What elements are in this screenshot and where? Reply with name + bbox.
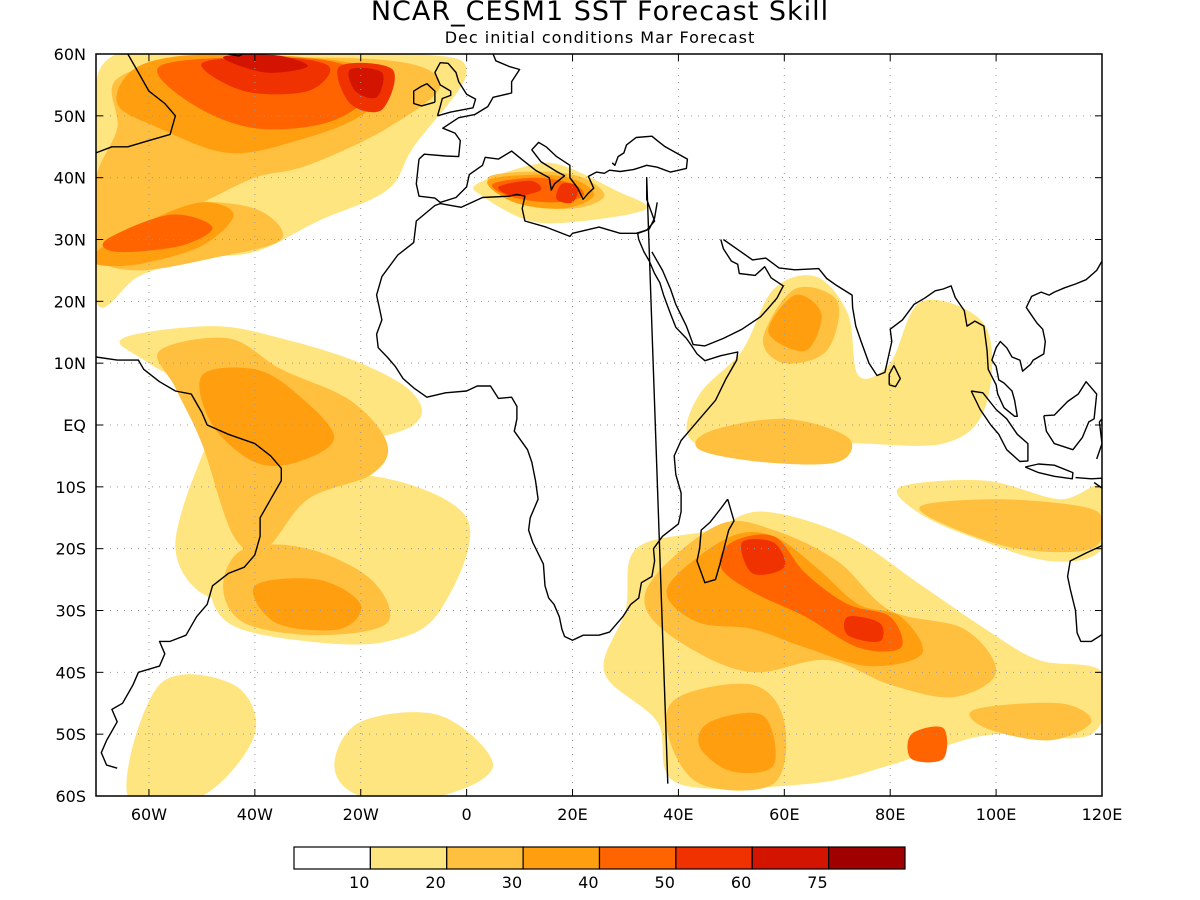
lat-tick-label: 10N <box>54 354 86 373</box>
sri-lanka-coast <box>888 364 901 388</box>
skill-region-level-3 <box>768 294 822 352</box>
sulawesi-coast <box>1096 418 1102 460</box>
lon-tick-label: 20E <box>557 805 587 824</box>
lat-tick-label: 50S <box>55 725 86 744</box>
colorbar-label: 30 <box>502 873 522 892</box>
colorbar-label: 75 <box>807 873 827 892</box>
ireland-coast <box>413 83 436 107</box>
australia-coast <box>1066 544 1102 643</box>
lat-tick-label: 10S <box>55 478 86 497</box>
lat-tick-label: 20S <box>55 540 86 559</box>
skill-region-level-5 <box>741 539 786 575</box>
longitude-axis: 60W 40W 20W 0 20E 40E 60E 80E 100E 120E <box>131 54 1122 824</box>
lon-tick-label: 100E <box>976 805 1017 824</box>
lon-tick-label: 40E <box>663 805 693 824</box>
colorbar-label: 20 <box>425 873 445 892</box>
skill-region-level-3 <box>698 712 776 774</box>
skill-region-level-2 <box>969 702 1092 741</box>
colorbar-swatch <box>446 846 524 870</box>
colorbar-swatch <box>369 846 448 870</box>
colorbar-label: 40 <box>578 873 598 892</box>
skill-region-level-5 <box>556 182 579 204</box>
lon-tick-label: 20W <box>343 805 379 824</box>
british-isles-coast <box>434 62 477 117</box>
colorbar-swatch <box>522 846 601 870</box>
skill-region-level-4 <box>907 726 948 763</box>
lon-tick-label: 60E <box>769 805 799 824</box>
lon-tick-label: 80E <box>875 805 905 824</box>
map-title: NCAR_CESM1 SST Forecast Skill <box>370 0 830 27</box>
lat-tick-label: EQ <box>63 416 86 435</box>
colorbar-label: 50 <box>655 873 675 892</box>
lat-tick-label: 60N <box>54 45 86 64</box>
skill-region-level-6 <box>223 54 308 73</box>
lon-tick-label: 40W <box>237 805 273 824</box>
lat-tick-label: 20N <box>54 292 86 311</box>
skill-region-level-2 <box>919 499 1102 553</box>
lat-tick-label: 30S <box>55 602 86 621</box>
madagascar-coast <box>696 498 735 584</box>
skill-region-level-1 <box>126 674 257 796</box>
europe-coast <box>415 135 689 204</box>
colorbar-label: 10 <box>349 873 369 892</box>
colorbar-swatch <box>675 846 753 870</box>
colorbar: 10 20 30 40 50 60 75 <box>293 846 906 892</box>
java-coast <box>1024 463 1074 480</box>
lat-tick-label: 60S <box>55 787 86 806</box>
greenland-coast <box>191 54 245 57</box>
arabia-coast <box>637 202 658 234</box>
skill-region-level-4 <box>102 214 213 253</box>
lat-tick-label: 30N <box>54 231 86 250</box>
north-america-coast <box>96 54 177 154</box>
lat-tick-label: 40N <box>54 169 86 188</box>
lon-tick-label: 120E <box>1082 805 1123 824</box>
gridlines <box>96 54 1102 796</box>
skill-region-level-3 <box>252 578 362 631</box>
skill-region-level-1 <box>334 712 494 796</box>
lon-tick-label: 60W <box>131 805 167 824</box>
colorbar-swatch <box>293 846 371 870</box>
latitude-axis: 60N 50N 40N 30N 20N 10N EQ 10S 20S 30S 40S 50S 60S <box>54 45 1102 806</box>
skill-contours <box>96 54 1102 796</box>
lon-tick-label: 0 <box>462 805 472 824</box>
map-subtitle: Dec initial conditions Mar Forecast <box>444 28 756 47</box>
skill-region-level-2 <box>695 418 853 465</box>
lat-tick-label: 50N <box>54 107 86 126</box>
africa-europe-coast <box>375 177 739 784</box>
skill-region-level-6 <box>348 67 384 99</box>
persia-india-coast <box>722 238 1102 417</box>
sumatra-coast <box>970 390 1029 463</box>
nusa-coast <box>1075 476 1102 487</box>
colorbar-swatch <box>751 846 830 870</box>
arabian-peninsula-coast <box>651 239 784 347</box>
atlantic-europe-coast <box>418 54 521 160</box>
colorbar-swatch <box>828 846 906 870</box>
skill-region-level-1 <box>686 275 993 456</box>
skill-region-level-5 <box>843 616 884 642</box>
skill-region-level-3 <box>199 367 335 467</box>
lat-tick-label: 40S <box>55 663 86 682</box>
colorbar-label: 60 <box>731 873 751 892</box>
skill-region-level-5 <box>498 180 542 197</box>
coastlines <box>96 54 1102 784</box>
colorbar-swatch <box>598 846 677 870</box>
caribbean-coast <box>96 356 282 769</box>
borneo-coast <box>1043 381 1098 451</box>
